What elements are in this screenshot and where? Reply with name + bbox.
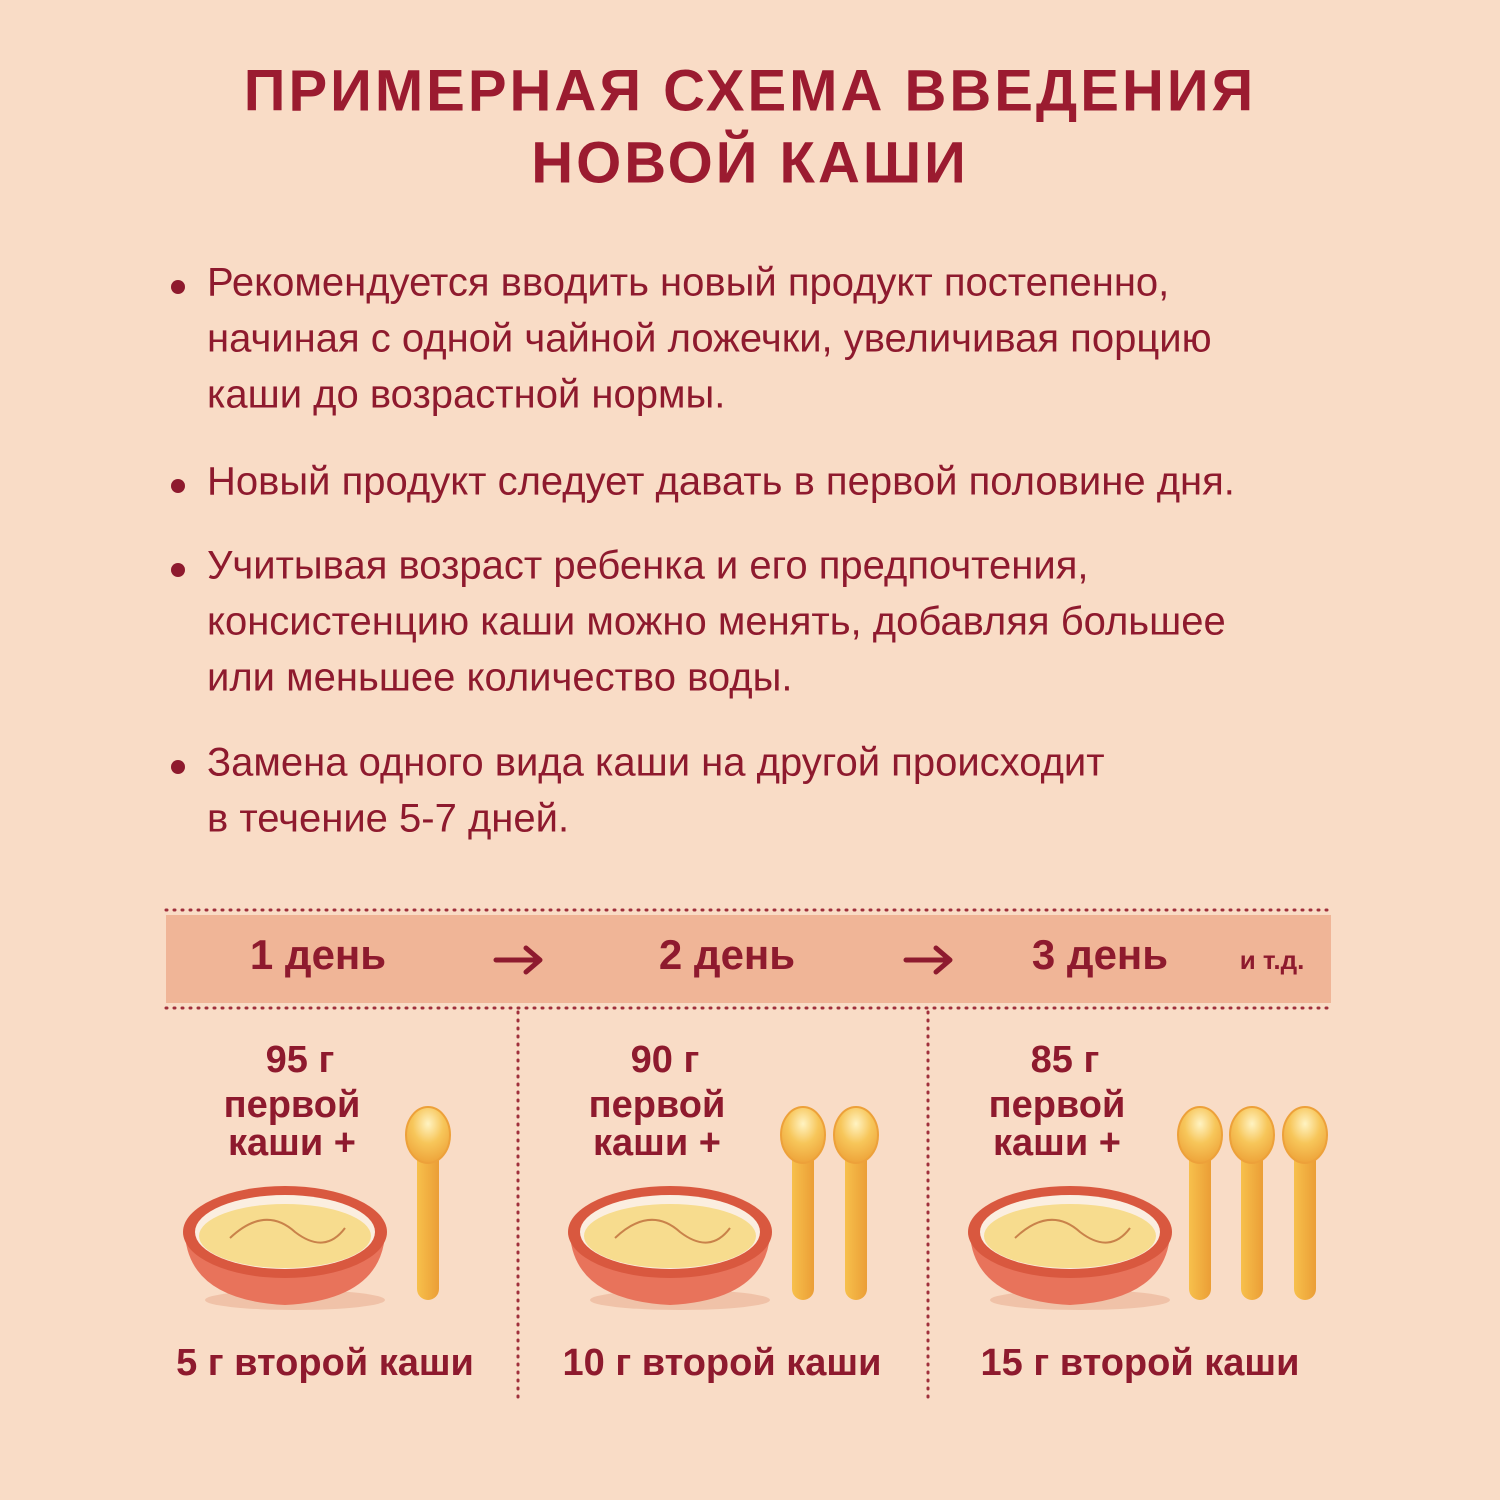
day-label: 1 день	[250, 931, 386, 978]
spoon-handle	[417, 1150, 439, 1300]
first-line: каши +	[993, 1122, 1121, 1164]
spoon	[780, 1106, 826, 1300]
spoon-head	[780, 1106, 826, 1164]
day-band	[166, 915, 1331, 1003]
bullet-dot	[171, 760, 185, 774]
spoon-handle	[1189, 1150, 1211, 1300]
bowl	[968, 1186, 1172, 1310]
etc-label: и т.д.	[1240, 945, 1305, 975]
second-amount: 5 г второй каши	[176, 1342, 474, 1384]
bullet-dot	[171, 563, 185, 577]
first-line: каши +	[228, 1122, 356, 1164]
spoon-head	[1282, 1106, 1328, 1164]
first-amount: 95 г	[266, 1039, 335, 1081]
bullet-dot	[171, 479, 185, 493]
bowl	[568, 1186, 772, 1310]
bullet-line: Рекомендуется вводить новый продукт пост…	[207, 261, 1169, 305]
spoon-head	[1229, 1106, 1275, 1164]
bullet-dot	[171, 280, 185, 294]
first-amount: 85 г	[1031, 1039, 1100, 1081]
first-line: первой	[589, 1084, 726, 1126]
bullet-line: консистенцию каши можно менять, добавляя…	[207, 600, 1226, 644]
spoon-handle	[792, 1150, 814, 1300]
bullet-line: начиная с одной чайной ложечки, увеличив…	[207, 317, 1212, 361]
spoon-handle	[1241, 1150, 1263, 1300]
spoon-head	[833, 1106, 879, 1164]
bullet-line: каши до возрастной нормы.	[207, 373, 725, 417]
spoon-handle	[1294, 1150, 1316, 1300]
porridge	[584, 1204, 756, 1268]
spoon	[1282, 1106, 1328, 1300]
spoon	[1229, 1106, 1275, 1300]
spoon-head	[405, 1106, 451, 1164]
bowl	[183, 1186, 387, 1310]
first-amount: 90 г	[631, 1039, 700, 1081]
bullet-line: Новый продукт следует давать в первой по…	[207, 460, 1235, 504]
spoon-handle	[845, 1150, 867, 1300]
porridge-swirl	[614, 1218, 731, 1244]
bullet-line: в течение 5-7 дней.	[207, 797, 569, 841]
porridge-swirl	[1014, 1218, 1131, 1244]
title-line: ПРИМЕРНАЯ СХЕМА ВВЕДЕНИЯ	[244, 58, 1256, 123]
bullet-line: или меньшее количество воды.	[207, 656, 792, 700]
spoon	[405, 1106, 451, 1300]
first-line: первой	[224, 1084, 361, 1126]
bullet-line: Учитывая возраст ребенка и его предпочте…	[207, 544, 1089, 588]
arrow	[903, 945, 953, 975]
bullet-line: Замена одного вида каши на другой происх…	[207, 741, 1105, 785]
porridge-swirl	[229, 1218, 346, 1244]
first-line: первой	[989, 1084, 1126, 1126]
day-label: 3 день	[1032, 931, 1168, 978]
day-label: 2 день	[659, 931, 795, 978]
spoon-head	[1177, 1106, 1223, 1164]
porridge	[199, 1204, 371, 1268]
first-line: каши +	[593, 1122, 721, 1164]
second-amount: 10 г второй каши	[563, 1342, 882, 1384]
porridge	[984, 1204, 1156, 1268]
spoon	[833, 1106, 879, 1300]
second-amount: 15 г второй каши	[981, 1342, 1300, 1384]
arrow	[493, 945, 543, 975]
spoon	[1177, 1106, 1223, 1300]
title-line: НОВОЙ КАШИ	[531, 130, 969, 195]
